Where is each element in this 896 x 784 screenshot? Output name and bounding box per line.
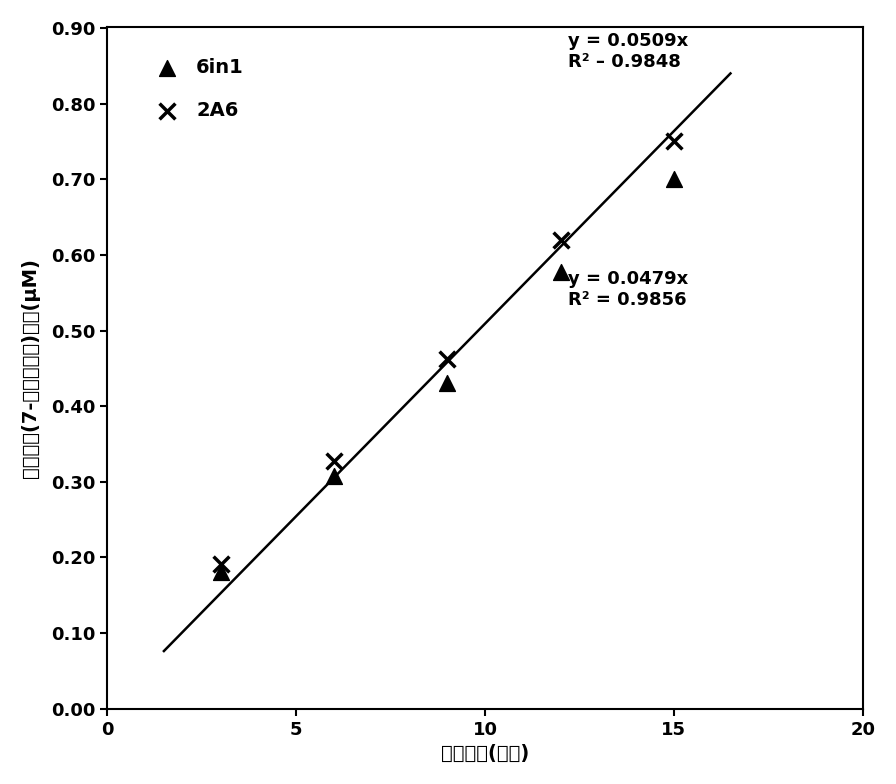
6in1	[327, 470, 341, 482]
2A6	[213, 558, 228, 571]
2A6	[327, 456, 341, 468]
6in1	[554, 265, 568, 278]
6in1	[440, 377, 454, 390]
X-axis label: 孵育时间(分钟): 孵育时间(分钟)	[441, 744, 529, 763]
2A6	[554, 234, 568, 246]
2A6	[667, 135, 681, 147]
Legend: 6in1, 2A6: 6in1, 2A6	[140, 50, 252, 128]
2A6	[440, 353, 454, 365]
Y-axis label: 代谢产物(7-羟基香豆素)浓度(μM): 代谢产物(7-羟基香豆素)浓度(μM)	[21, 258, 39, 478]
Text: y = 0.0479x
R² = 0.9856: y = 0.0479x R² = 0.9856	[568, 270, 688, 309]
Text: y = 0.0509x
R² – 0.9848: y = 0.0509x R² – 0.9848	[568, 31, 688, 71]
6in1	[667, 173, 681, 186]
6in1	[213, 565, 228, 578]
